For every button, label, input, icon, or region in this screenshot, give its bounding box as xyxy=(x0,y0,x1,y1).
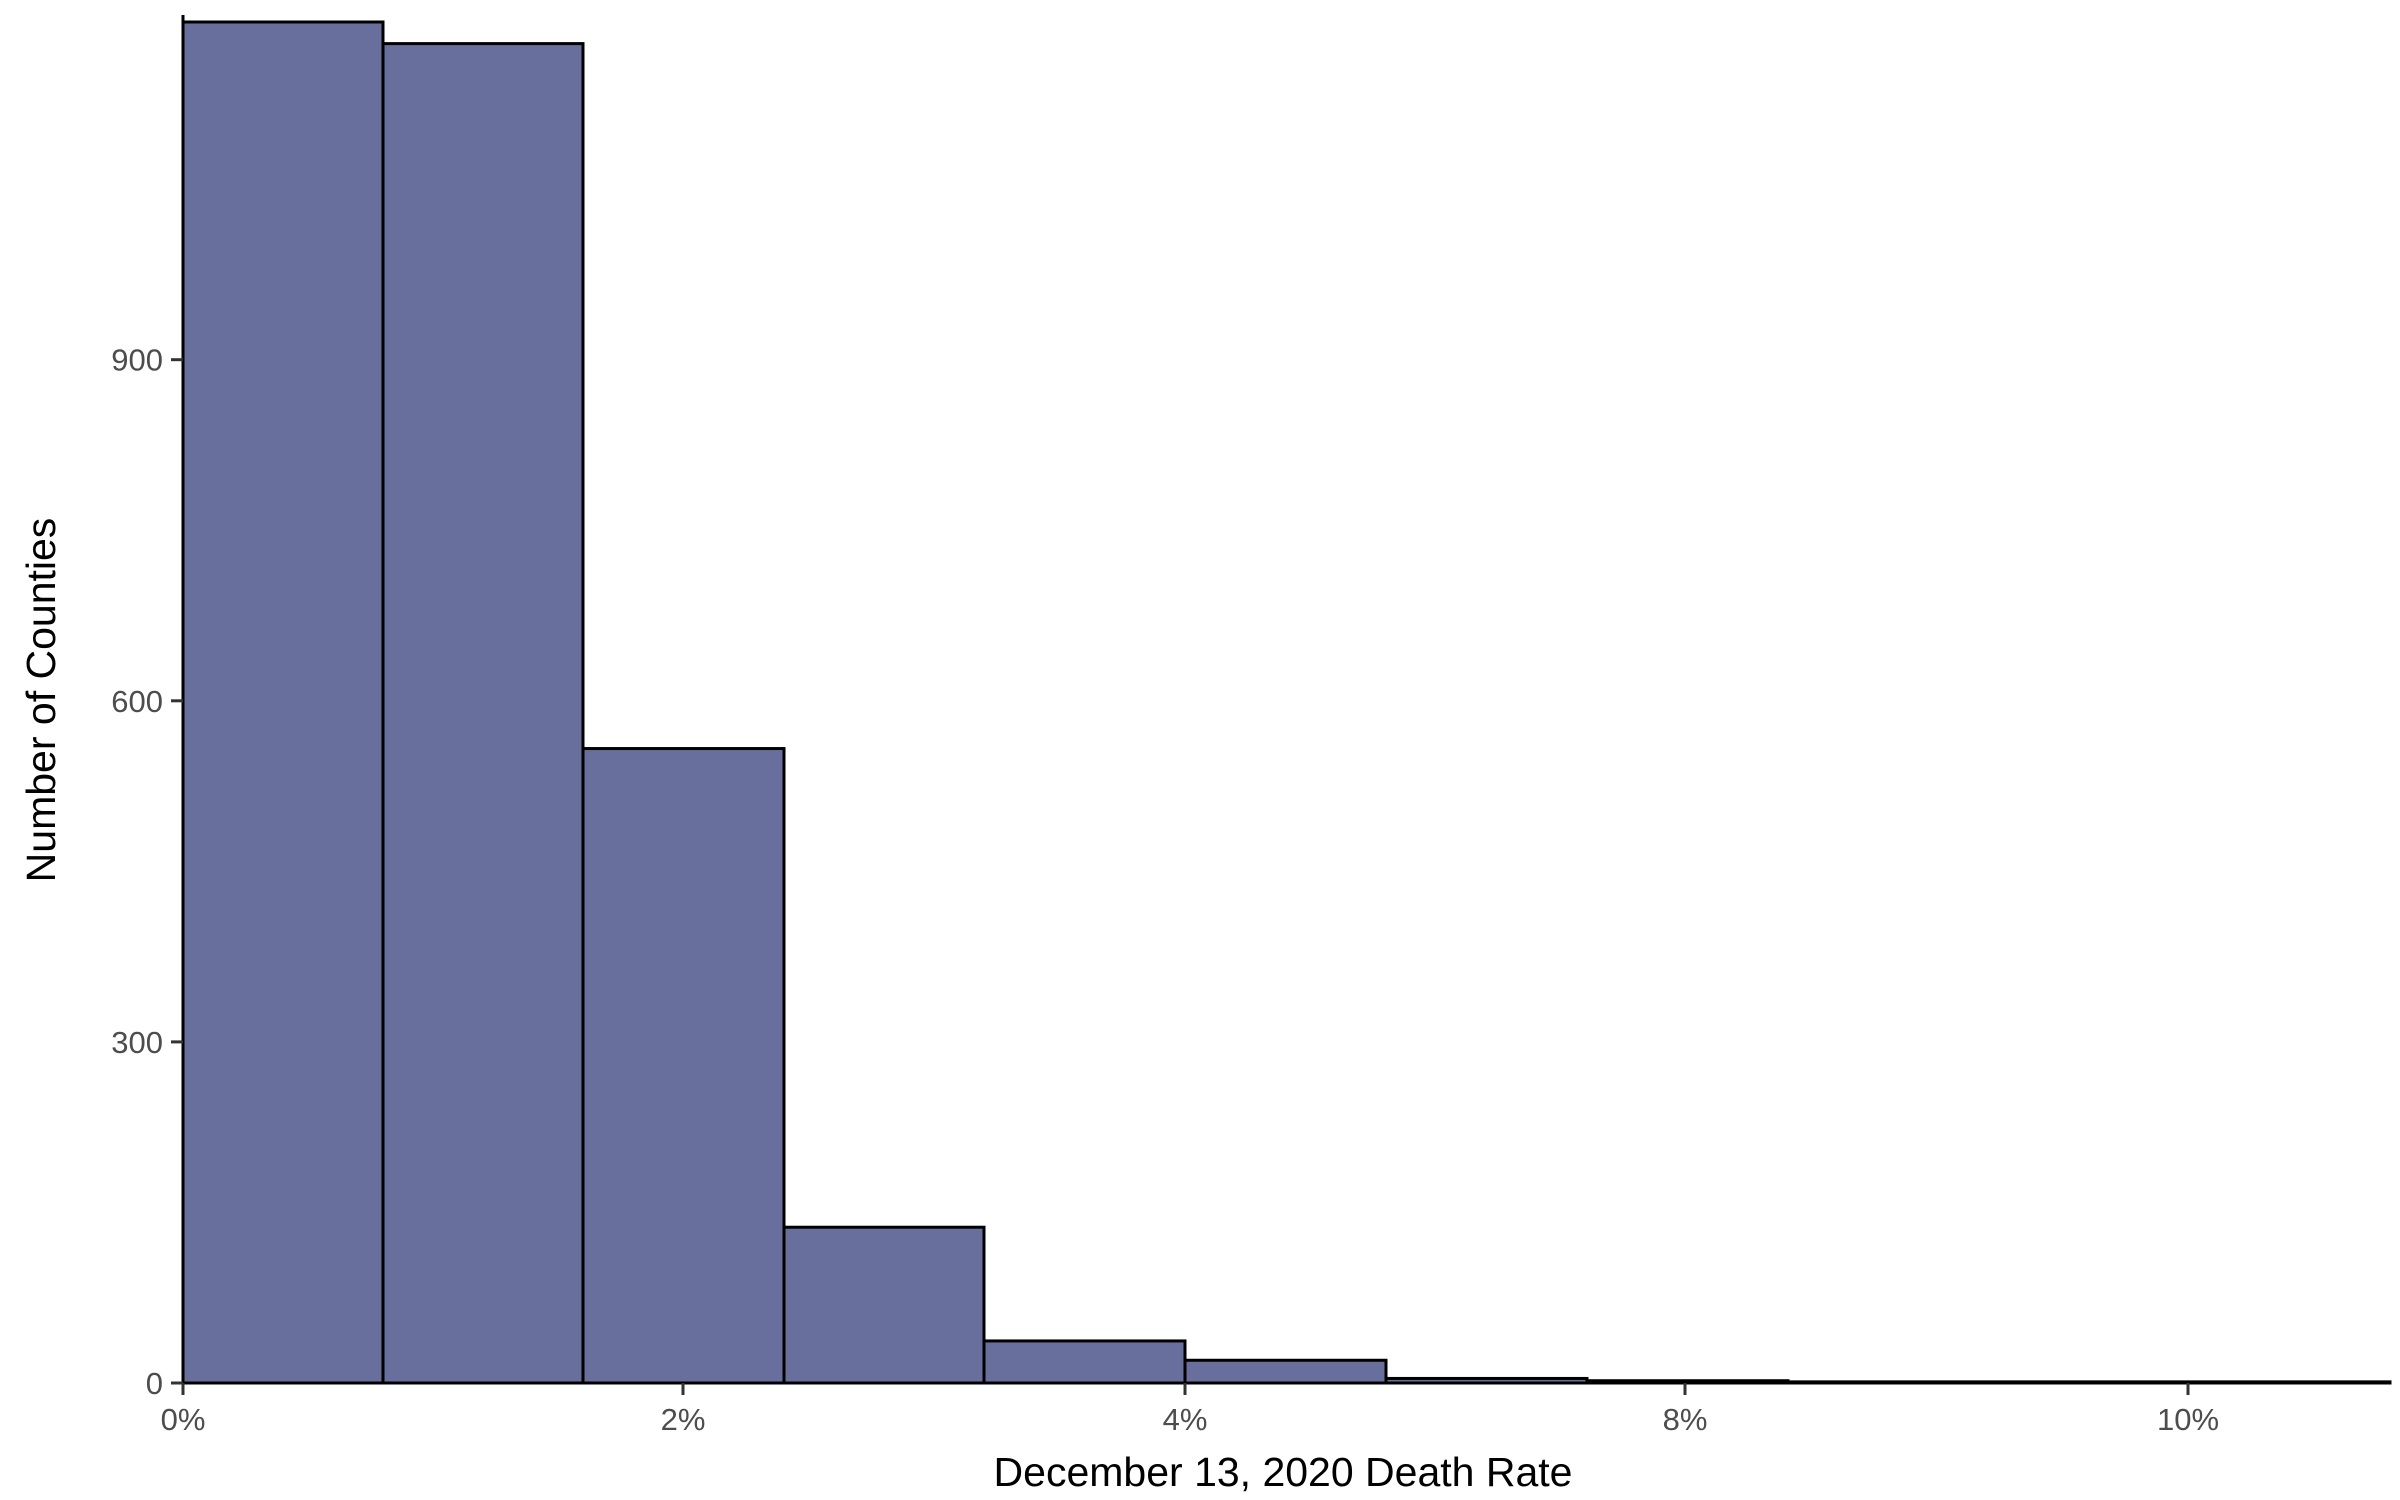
histogram-bar xyxy=(782,1225,986,1385)
histogram-bar xyxy=(982,1339,1187,1385)
histogram-bar xyxy=(581,747,786,1385)
x-tick-label: 8% xyxy=(1663,1402,1708,1437)
histogram-bar xyxy=(381,42,585,1385)
x-tick-label: 10% xyxy=(2157,1402,2219,1437)
y-tick-label: 0 xyxy=(146,1366,163,1401)
histogram-bar xyxy=(181,20,385,1385)
y-tick-label: 900 xyxy=(111,343,163,378)
y-tick-label: 300 xyxy=(111,1025,163,1060)
x-tick-label: 4% xyxy=(1163,1402,1208,1437)
x-tick-label: 2% xyxy=(661,1402,706,1437)
y-axis-title: Number of Counties xyxy=(18,518,64,883)
histogram-bar xyxy=(1183,1358,1388,1385)
x-axis-title: December 13, 2020 Death Rate xyxy=(994,1449,1573,1495)
y-tick-label: 600 xyxy=(111,684,163,719)
y-axis-ticks: 0 300 600 900 xyxy=(111,343,183,1401)
bars-group xyxy=(181,20,2392,1385)
x-axis-ticks: 0% 2% 4% 8% 10% xyxy=(161,1383,2219,1437)
x-tick-label: 0% xyxy=(161,1402,206,1437)
